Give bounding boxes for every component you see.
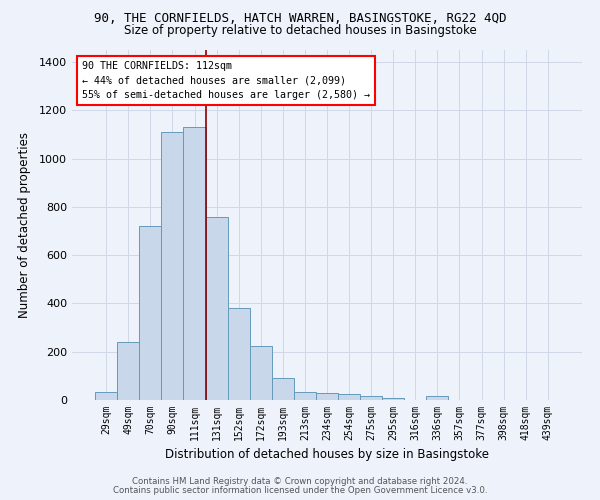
Text: 90 THE CORNFIELDS: 112sqm
← 44% of detached houses are smaller (2,099)
55% of se: 90 THE CORNFIELDS: 112sqm ← 44% of detac… [82, 60, 370, 100]
Bar [161, 132, 184, 400]
Bar [294, 392, 316, 400]
Bar [227, 308, 250, 400]
Bar [427, 396, 448, 400]
Bar [382, 398, 404, 400]
Bar [250, 346, 272, 400]
Y-axis label: Number of detached properties: Number of detached properties [17, 132, 31, 318]
Bar [316, 394, 338, 400]
Text: Contains HM Land Registry data © Crown copyright and database right 2024.: Contains HM Land Registry data © Crown c… [132, 477, 468, 486]
Bar [95, 392, 117, 400]
Bar [338, 394, 360, 400]
Bar [184, 127, 206, 400]
Text: 90, THE CORNFIELDS, HATCH WARREN, BASINGSTOKE, RG22 4QD: 90, THE CORNFIELDS, HATCH WARREN, BASING… [94, 12, 506, 24]
Bar [117, 342, 139, 400]
Bar [360, 396, 382, 400]
Bar [272, 378, 294, 400]
Text: Size of property relative to detached houses in Basingstoke: Size of property relative to detached ho… [124, 24, 476, 37]
Bar [206, 216, 227, 400]
X-axis label: Distribution of detached houses by size in Basingstoke: Distribution of detached houses by size … [165, 448, 489, 462]
Text: Contains public sector information licensed under the Open Government Licence v3: Contains public sector information licen… [113, 486, 487, 495]
Bar [139, 226, 161, 400]
